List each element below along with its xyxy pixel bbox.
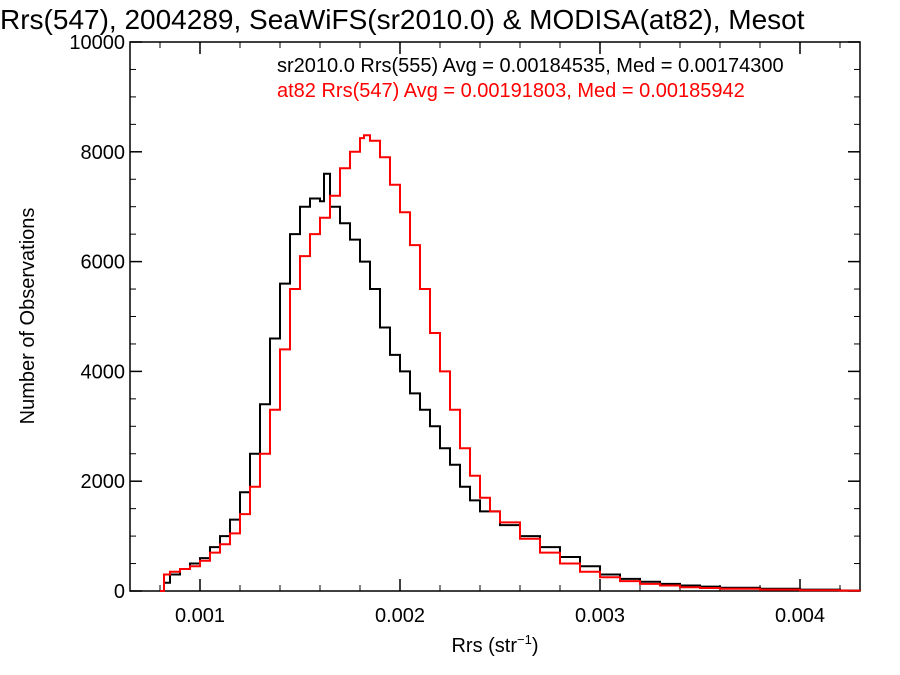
x-tick-label: 0.001 xyxy=(175,605,225,627)
y-tick-label: 8000 xyxy=(81,142,126,164)
x-tick-label: 0.002 xyxy=(375,605,425,627)
y-tick-label: 10000 xyxy=(69,32,125,54)
y-axis-label: Number of Observations xyxy=(17,208,39,425)
y-tick-label: 6000 xyxy=(81,252,126,274)
legend: sr2010.0 Rrs(555) Avg = 0.00184535, Med … xyxy=(277,55,784,102)
y-tick-label: 2000 xyxy=(81,471,126,493)
x-axis-ticks: 0.001 0.002 0.003 0.004 xyxy=(159,42,841,627)
y-tick-label: 0 xyxy=(114,581,125,603)
x-axis-label-main: Rrs (str xyxy=(451,635,517,657)
series-line-1 xyxy=(160,134,861,592)
x-axis-label-superscript: −1 xyxy=(517,632,532,647)
x-tick-label: 0.003 xyxy=(575,605,625,627)
chart-title: Rrs(547), 2004289, SeaWiFS(sr2010.0) & M… xyxy=(0,4,805,35)
x-axis-label: Rrs (str−1) xyxy=(451,632,538,657)
y-axis-ticks: 0 2000 4000 6000 8000 10000 xyxy=(69,32,860,603)
legend-entry-0: sr2010.0 Rrs(555) Avg = 0.00184535, Med … xyxy=(277,55,784,77)
series-line-0 xyxy=(160,172,861,592)
y-tick-label: 4000 xyxy=(81,361,126,383)
legend-entry-1: at82 Rrs(547) Avg = 0.00191803, Med = 0.… xyxy=(277,80,745,102)
series-layer xyxy=(160,134,861,592)
x-tick-label: 0.004 xyxy=(775,605,825,627)
x-axis-label-close: ) xyxy=(532,635,539,657)
